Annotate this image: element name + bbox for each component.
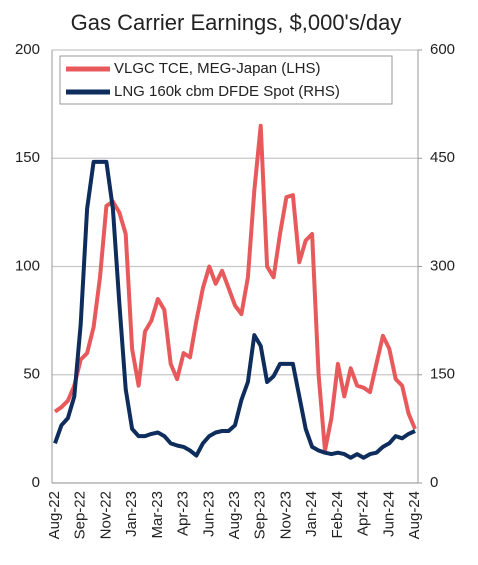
series-line: [53, 159, 416, 460]
x-tick-label: Jan-23: [123, 491, 140, 537]
y-tick-label: 150: [15, 149, 40, 166]
x-tick-label: Nov-23: [277, 491, 294, 539]
x-tick-label: Mar-23: [149, 491, 166, 539]
legend-box: [59, 55, 393, 105]
series-line: [53, 123, 417, 453]
y2-tick-label: 150: [430, 366, 455, 383]
y2-tick-label: 600: [430, 41, 455, 58]
x-tick-label: Aug-24: [406, 491, 423, 539]
x-tick-label: Jan-24: [303, 491, 320, 537]
chart-title: Gas Carrier Earnings, $,000's/day: [71, 10, 402, 35]
x-tick-label: Apr-23: [175, 491, 192, 536]
x-tick-label: Apr-24: [355, 491, 372, 536]
x-tick-label: Feb-24: [329, 491, 346, 539]
y2-tick-label: 0: [430, 474, 438, 491]
y-tick-label: 200: [15, 41, 40, 58]
x-tick-label: Aug-22: [46, 491, 63, 539]
legend-label: VLGC TCE, MEG-Japan (LHS): [114, 60, 320, 77]
x-tick-label: Jun-24: [380, 491, 397, 537]
x-tick-label: Sep-23: [252, 491, 269, 539]
y-tick-label: 100: [15, 257, 40, 274]
x-tick-label: Nov-22: [97, 491, 114, 539]
x-tick-label: Jun-23: [200, 491, 217, 537]
x-tick-label: Aug-23: [226, 491, 243, 539]
x-tick-label: Sep-22: [72, 491, 89, 539]
y2-tick-label: 300: [430, 257, 455, 274]
legend-label: LNG 160k cbm DFDE Spot (RHS): [114, 83, 340, 100]
y-tick-label: 50: [23, 366, 40, 383]
y-tick-label: 0: [32, 474, 40, 491]
y2-tick-label: 450: [430, 149, 455, 166]
